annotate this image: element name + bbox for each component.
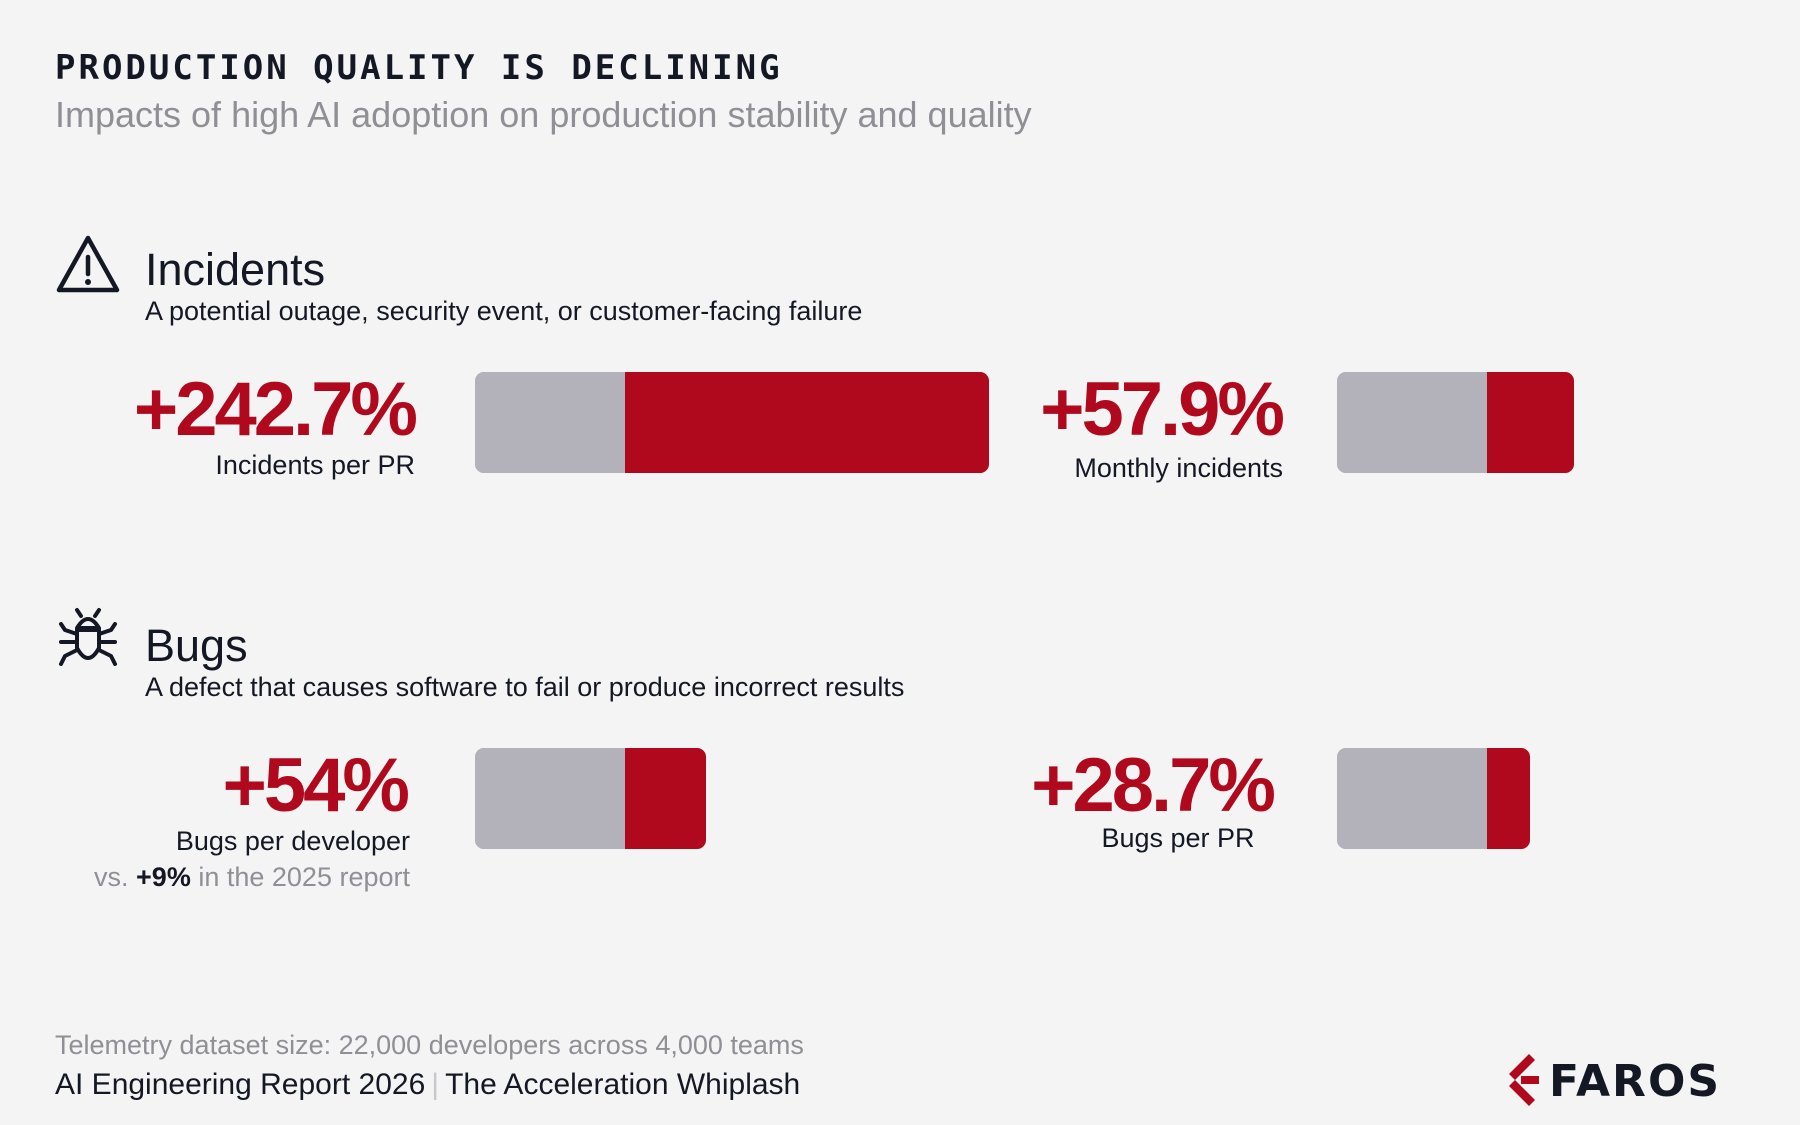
section-desc-bugs: A defect that causes software to fail or… [145, 672, 905, 702]
metric-note-bugs-per-developer: vs. +9% in the 2025 report [94, 862, 410, 893]
note-suffix: in the 2025 report [198, 862, 410, 892]
bar-baseline-bugs-per-developer [475, 748, 625, 849]
dataset-note: Telemetry dataset size: 22,000 developer… [55, 1030, 804, 1060]
bar-bugs-per-pr [1337, 748, 1530, 849]
bar-increase-bugs-per-developer [625, 748, 706, 849]
metric-value-monthly-incidents: +57.9% [1040, 367, 1285, 452]
bar-increase-incidents-per-pr [625, 372, 989, 473]
section-title-incidents: Incidents [145, 244, 326, 295]
bar-baseline-monthly-incidents [1337, 372, 1487, 473]
section-title-bugs: Bugs [145, 620, 248, 671]
bar-baseline-incidents-per-pr [475, 372, 625, 473]
report-title: AI Engineering Report 2026 | The Accelerat… [55, 1068, 800, 1102]
metric-label-monthly-incidents: Monthly incidents [1074, 453, 1283, 483]
logo-text: FAROS [1549, 1056, 1721, 1107]
metric-label-incidents-per-pr: Incidents per PR [215, 450, 415, 480]
note-value: +9% [136, 862, 191, 892]
bar-increase-monthly-incidents [1487, 372, 1574, 473]
metric-label-bugs-per-developer: Bugs per developer [175, 826, 410, 856]
metric-label-bugs-per-pr: Bugs per PR [1101, 823, 1255, 853]
warning-triangle-icon [56, 235, 120, 293]
bug-icon [59, 608, 117, 666]
metric-value-incidents-per-pr: +242.7% [133, 367, 418, 452]
bar-bugs-per-developer [475, 748, 706, 849]
metric-value-bugs-per-developer: +54% [222, 743, 410, 828]
bar-increase-bugs-per-pr [1487, 748, 1530, 849]
report-name: AI Engineering Report 2026 [55, 1068, 426, 1101]
metric-value-bugs-per-pr: +28.7% [1031, 743, 1276, 828]
report-separator: | [431, 1068, 440, 1101]
page-title: PRODUCTION QUALITY IS DECLINING [55, 48, 783, 88]
bar-baseline-bugs-per-pr [1337, 748, 1487, 849]
section-desc-incidents: A potential outage, security event, or c… [145, 296, 863, 326]
bar-monthly-incidents [1337, 372, 1574, 473]
note-prefix: vs. [94, 862, 129, 892]
report-subtitle: The Acceleration Whiplash [445, 1068, 801, 1101]
bar-incidents-per-pr [475, 372, 989, 473]
infographic-panel [3, 3, 1797, 1122]
page-subtitle: Impacts of high AI adoption on productio… [55, 94, 1032, 135]
faros-logo: FAROS [1509, 1054, 1721, 1107]
